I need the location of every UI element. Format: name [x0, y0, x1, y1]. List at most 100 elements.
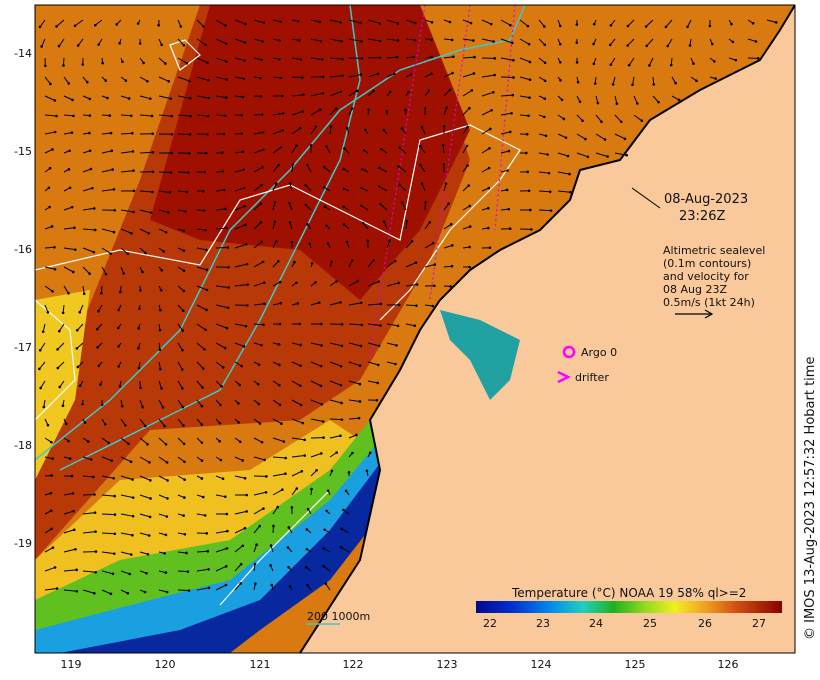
velocity-arrow-head	[68, 457, 72, 460]
velocity-arrow	[310, 418, 324, 423]
velocity-arrow	[44, 588, 58, 591]
velocity-arrow-head	[127, 442, 130, 446]
velocity-arrow	[234, 57, 245, 62]
velocity-arrow	[329, 361, 342, 367]
velocity-arrow	[272, 129, 283, 135]
velocity-arrow-head	[335, 107, 338, 110]
velocity-arrow-head	[159, 367, 162, 371]
velocity-arrow-head	[343, 147, 346, 150]
velocity-arrow-head	[290, 240, 294, 244]
velocity-arrow	[348, 361, 361, 367]
velocity-arrow-head	[132, 189, 136, 193]
velocity-arrow	[348, 302, 362, 306]
velocity-arrow-head	[183, 210, 187, 213]
velocity-arrow	[39, 19, 46, 28]
velocity-arrow	[215, 57, 227, 63]
velocity-arrow-head	[339, 90, 343, 94]
velocity-arrow-head	[378, 39, 382, 43]
velocity-arrow	[101, 437, 109, 444]
velocity-arrow-head	[528, 60, 532, 64]
velocity-arrow-head	[558, 42, 562, 46]
velocity-arrow-head	[298, 39, 301, 42]
velocity-arrow-head	[325, 224, 329, 228]
velocity-arrow-head	[73, 24, 77, 28]
velocity-arrow-head	[510, 41, 514, 45]
velocity-arrow	[443, 89, 451, 97]
velocity-arrow-head	[358, 364, 362, 367]
velocity-arrow-head	[347, 471, 351, 474]
velocity-arrow-head	[117, 308, 120, 312]
velocity-arrow-head	[112, 188, 116, 191]
velocity-arrow	[253, 323, 264, 326]
velocity-arrow	[538, 19, 545, 27]
velocity-arrow-head	[119, 290, 122, 294]
velocity-arrow-head	[259, 76, 262, 80]
velocity-arrow-head	[85, 80, 89, 84]
velocity-arrow-head	[130, 231, 133, 235]
velocity-arrow-head	[576, 80, 580, 84]
velocity-arrow-head	[204, 328, 207, 332]
velocity-arrow-head	[394, 259, 397, 263]
velocity-arrow-head	[182, 514, 185, 517]
velocity-arrow-head	[265, 475, 268, 478]
velocity-arrow	[63, 76, 70, 84]
velocity-arrow-head	[512, 58, 515, 62]
velocity-arrow-head	[237, 402, 240, 405]
velocity-arrow-head	[320, 402, 324, 406]
velocity-arrow-head	[179, 25, 183, 28]
velocity-arrow-head	[182, 269, 186, 273]
velocity-arrow	[272, 112, 284, 116]
velocity-arrow-head	[559, 78, 562, 82]
velocity-arrow	[234, 284, 248, 287]
velocity-arrow	[253, 38, 263, 42]
velocity-arrow-head	[492, 90, 495, 94]
velocity-arrow	[196, 38, 206, 46]
velocity-arrow	[386, 19, 398, 24]
velocity-arrow	[177, 342, 183, 351]
velocity-arrow	[234, 456, 243, 461]
velocity-arrow	[139, 513, 151, 518]
velocity-arrow-head	[50, 440, 53, 444]
velocity-arrow	[378, 185, 388, 192]
velocity-arrow-head	[543, 79, 547, 83]
velocity-arrow-head	[151, 170, 155, 174]
velocity-arrow	[44, 149, 53, 154]
velocity-arrow-head	[51, 290, 54, 293]
velocity-arrow-head	[132, 210, 135, 214]
velocity-arrow	[120, 95, 130, 99]
velocity-arrow-head	[219, 403, 222, 407]
velocity-arrow-head	[395, 344, 398, 347]
velocity-arrow-head	[262, 323, 265, 327]
velocity-arrow-head	[657, 100, 660, 104]
velocity-arrow	[481, 19, 492, 25]
velocity-arrow-head	[259, 202, 263, 205]
velocity-arrow-head	[395, 55, 399, 59]
velocity-arrow-head	[89, 167, 93, 171]
velocity-arrow-head	[774, 21, 778, 24]
velocity-arrow-head	[304, 183, 308, 187]
velocity-arrow	[305, 184, 312, 192]
lon-tick: 120	[154, 658, 176, 671]
velocity-arrow-head	[182, 43, 186, 47]
lon-tick: 122	[342, 658, 364, 671]
velocity-arrow	[462, 205, 471, 211]
velocity-arrow-head	[645, 44, 649, 48]
velocity-arrow	[443, 56, 454, 59]
velocity-arrow-head	[315, 469, 318, 472]
velocity-arrow-head	[147, 534, 151, 537]
velocity-arrow-head	[131, 496, 135, 499]
velocity-arrow-head	[359, 21, 362, 25]
velocity-arrow	[234, 76, 244, 80]
velocity-arrow	[196, 95, 209, 99]
velocity-arrow	[360, 205, 369, 211]
velocity-arrow	[310, 302, 320, 306]
velocity-arrow-head	[170, 151, 173, 155]
velocity-arrow-head	[378, 22, 382, 25]
velocity-arrow	[538, 152, 548, 155]
velocity-arrow-head	[488, 127, 492, 131]
velocity-arrow-head	[342, 167, 345, 171]
velocity-arrow	[291, 470, 302, 477]
velocity-arrow-head	[143, 590, 147, 594]
velocity-arrow-head	[592, 42, 595, 46]
velocity-arrow-head	[296, 302, 300, 305]
